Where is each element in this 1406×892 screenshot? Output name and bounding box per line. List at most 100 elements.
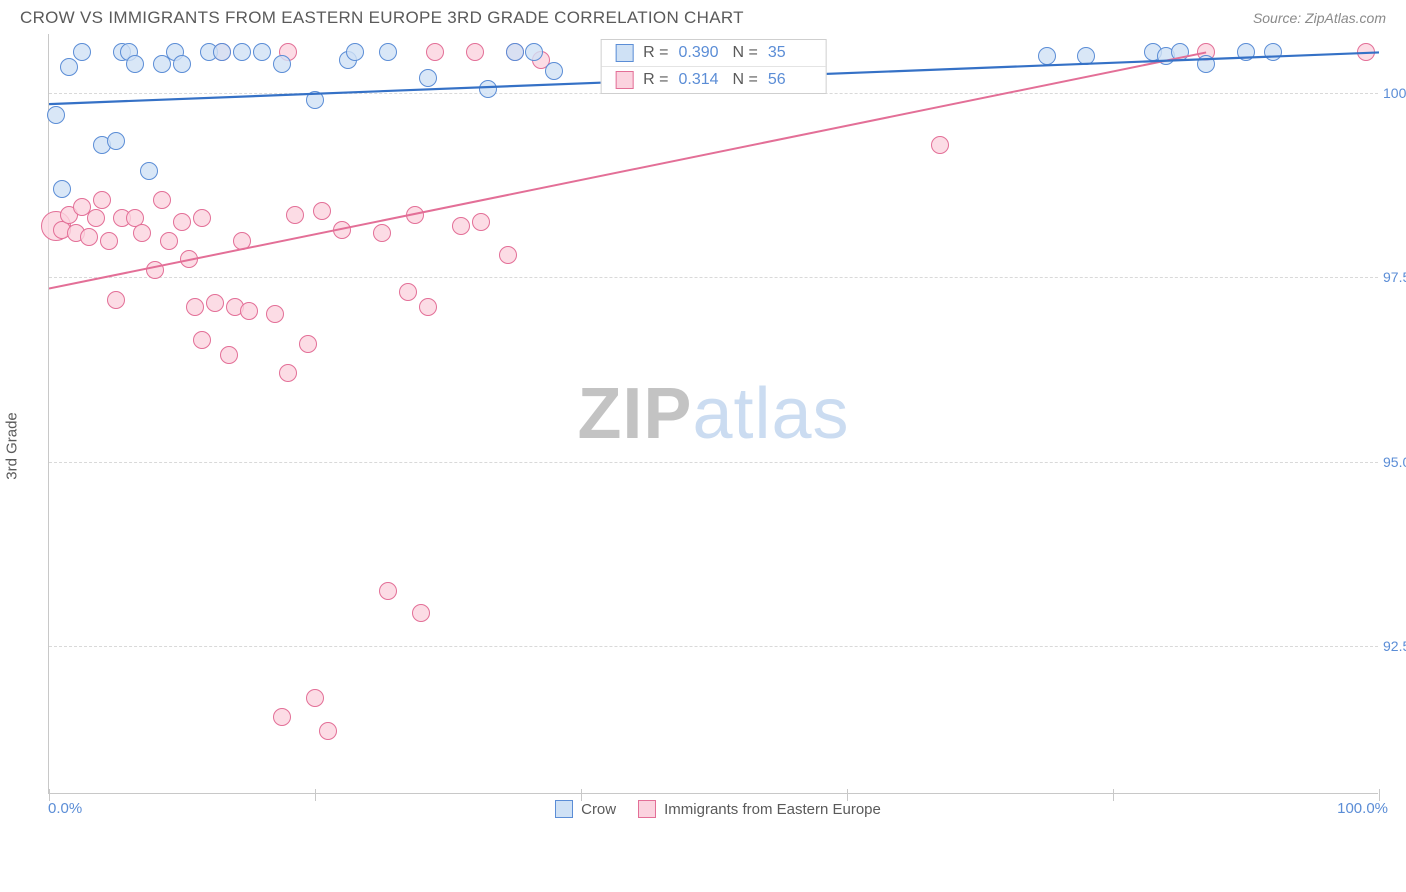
scatter-point-immigrants (240, 302, 258, 320)
swatch-immigrants (615, 71, 633, 89)
scatter-point-crow (1197, 55, 1215, 73)
y-tick-label: 95.0% (1383, 454, 1406, 470)
legend-label-immigrants: Immigrants from Eastern Europe (664, 801, 881, 818)
scatter-point-crow (173, 55, 191, 73)
legend-label-crow: Crow (581, 801, 616, 818)
scatter-point-immigrants (286, 206, 304, 224)
scatter-point-crow (53, 180, 71, 198)
y-tick-label: 92.5% (1383, 638, 1406, 654)
scatter-point-immigrants (193, 331, 211, 349)
scatter-point-immigrants (379, 582, 397, 600)
r-label: R = (643, 71, 668, 89)
scatter-point-immigrants (319, 722, 337, 740)
scatter-point-immigrants (306, 689, 324, 707)
scatter-point-immigrants (266, 305, 284, 323)
scatter-point-crow (107, 132, 125, 150)
chart-header: CROW VS IMMIGRANTS FROM EASTERN EUROPE 3… (0, 0, 1406, 34)
scatter-point-immigrants (87, 209, 105, 227)
scatter-point-immigrants (80, 228, 98, 246)
scatter-points-layer (49, 34, 1378, 793)
scatter-point-immigrants (299, 335, 317, 353)
scatter-point-immigrants (419, 298, 437, 316)
scatter-point-crow (1264, 43, 1282, 61)
scatter-point-immigrants (399, 283, 417, 301)
scatter-point-crow (213, 43, 231, 61)
scatter-point-crow (126, 55, 144, 73)
scatter-point-immigrants (160, 232, 178, 250)
scatter-point-immigrants (333, 221, 351, 239)
scatter-point-crow (273, 55, 291, 73)
stats-row-crow: R = 0.390 N = 35 (601, 40, 826, 66)
scatter-point-immigrants (279, 364, 297, 382)
scatter-point-immigrants (206, 294, 224, 312)
scatter-point-crow (346, 43, 364, 61)
scatter-point-immigrants (1357, 43, 1375, 61)
legend-item-crow: Crow (555, 800, 616, 818)
chart-wrapper: ZIPatlas R = 0.390 N = 35 R = 0.314 N = … (48, 34, 1388, 824)
plot-area: ZIPatlas R = 0.390 N = 35 R = 0.314 N = … (48, 34, 1378, 794)
n-value-immigrants: 56 (768, 71, 812, 89)
x-tick-label-left: 0.0% (48, 800, 82, 817)
scatter-point-immigrants (173, 213, 191, 231)
scatter-point-crow (47, 106, 65, 124)
scatter-point-crow (306, 91, 324, 109)
x-tick-label-right: 100.0% (1337, 800, 1388, 817)
y-tick-label: 97.5% (1383, 269, 1406, 285)
chart-title: CROW VS IMMIGRANTS FROM EASTERN EUROPE 3… (20, 8, 744, 28)
scatter-point-crow (545, 62, 563, 80)
scatter-point-immigrants (146, 261, 164, 279)
correlation-stats-box: R = 0.390 N = 35 R = 0.314 N = 56 (600, 39, 827, 94)
scatter-point-crow (525, 43, 543, 61)
scatter-point-immigrants (406, 206, 424, 224)
scatter-point-immigrants (452, 217, 470, 235)
scatter-point-crow (1038, 47, 1056, 65)
scatter-point-immigrants (107, 291, 125, 309)
scatter-point-immigrants (193, 209, 211, 227)
chart-source: Source: ZipAtlas.com (1253, 10, 1386, 26)
scatter-point-immigrants (472, 213, 490, 231)
scatter-point-immigrants (313, 202, 331, 220)
n-value-crow: 35 (768, 44, 812, 62)
scatter-point-immigrants (186, 298, 204, 316)
legend-item-immigrants: Immigrants from Eastern Europe (638, 800, 881, 818)
scatter-point-immigrants (100, 232, 118, 250)
y-axis-label: 3rd Grade (4, 412, 21, 480)
scatter-point-crow (419, 69, 437, 87)
scatter-point-immigrants (233, 232, 251, 250)
scatter-point-immigrants (133, 224, 151, 242)
swatch-crow (615, 44, 633, 62)
r-label: R = (643, 44, 668, 62)
scatter-point-crow (379, 43, 397, 61)
scatter-point-crow (1077, 47, 1095, 65)
scatter-point-crow (140, 162, 158, 180)
scatter-point-crow (479, 80, 497, 98)
r-value-immigrants: 0.314 (679, 71, 723, 89)
scatter-point-immigrants (153, 191, 171, 209)
scatter-point-immigrants (273, 708, 291, 726)
scatter-point-immigrants (466, 43, 484, 61)
scatter-point-immigrants (373, 224, 391, 242)
scatter-point-immigrants (412, 604, 430, 622)
x-axis-labels: 0.0% 100.0% Crow Immigrants from Eastern… (48, 800, 1388, 824)
scatter-point-crow (233, 43, 251, 61)
y-tick-label: 100.0% (1383, 85, 1406, 101)
scatter-point-immigrants (426, 43, 444, 61)
swatch-crow (555, 800, 573, 818)
scatter-point-crow (506, 43, 524, 61)
scatter-point-immigrants (93, 191, 111, 209)
stats-row-immigrants: R = 0.314 N = 56 (601, 66, 826, 93)
scatter-point-crow (73, 43, 91, 61)
scatter-point-crow (253, 43, 271, 61)
n-label: N = (733, 71, 758, 89)
scatter-point-immigrants (931, 136, 949, 154)
scatter-point-immigrants (180, 250, 198, 268)
scatter-point-crow (60, 58, 78, 76)
n-label: N = (733, 44, 758, 62)
scatter-point-crow (1237, 43, 1255, 61)
r-value-crow: 0.390 (679, 44, 723, 62)
scatter-point-immigrants (499, 246, 517, 264)
swatch-immigrants (638, 800, 656, 818)
scatter-point-immigrants (220, 346, 238, 364)
legend: Crow Immigrants from Eastern Europe (48, 800, 1388, 818)
scatter-point-crow (1171, 43, 1189, 61)
